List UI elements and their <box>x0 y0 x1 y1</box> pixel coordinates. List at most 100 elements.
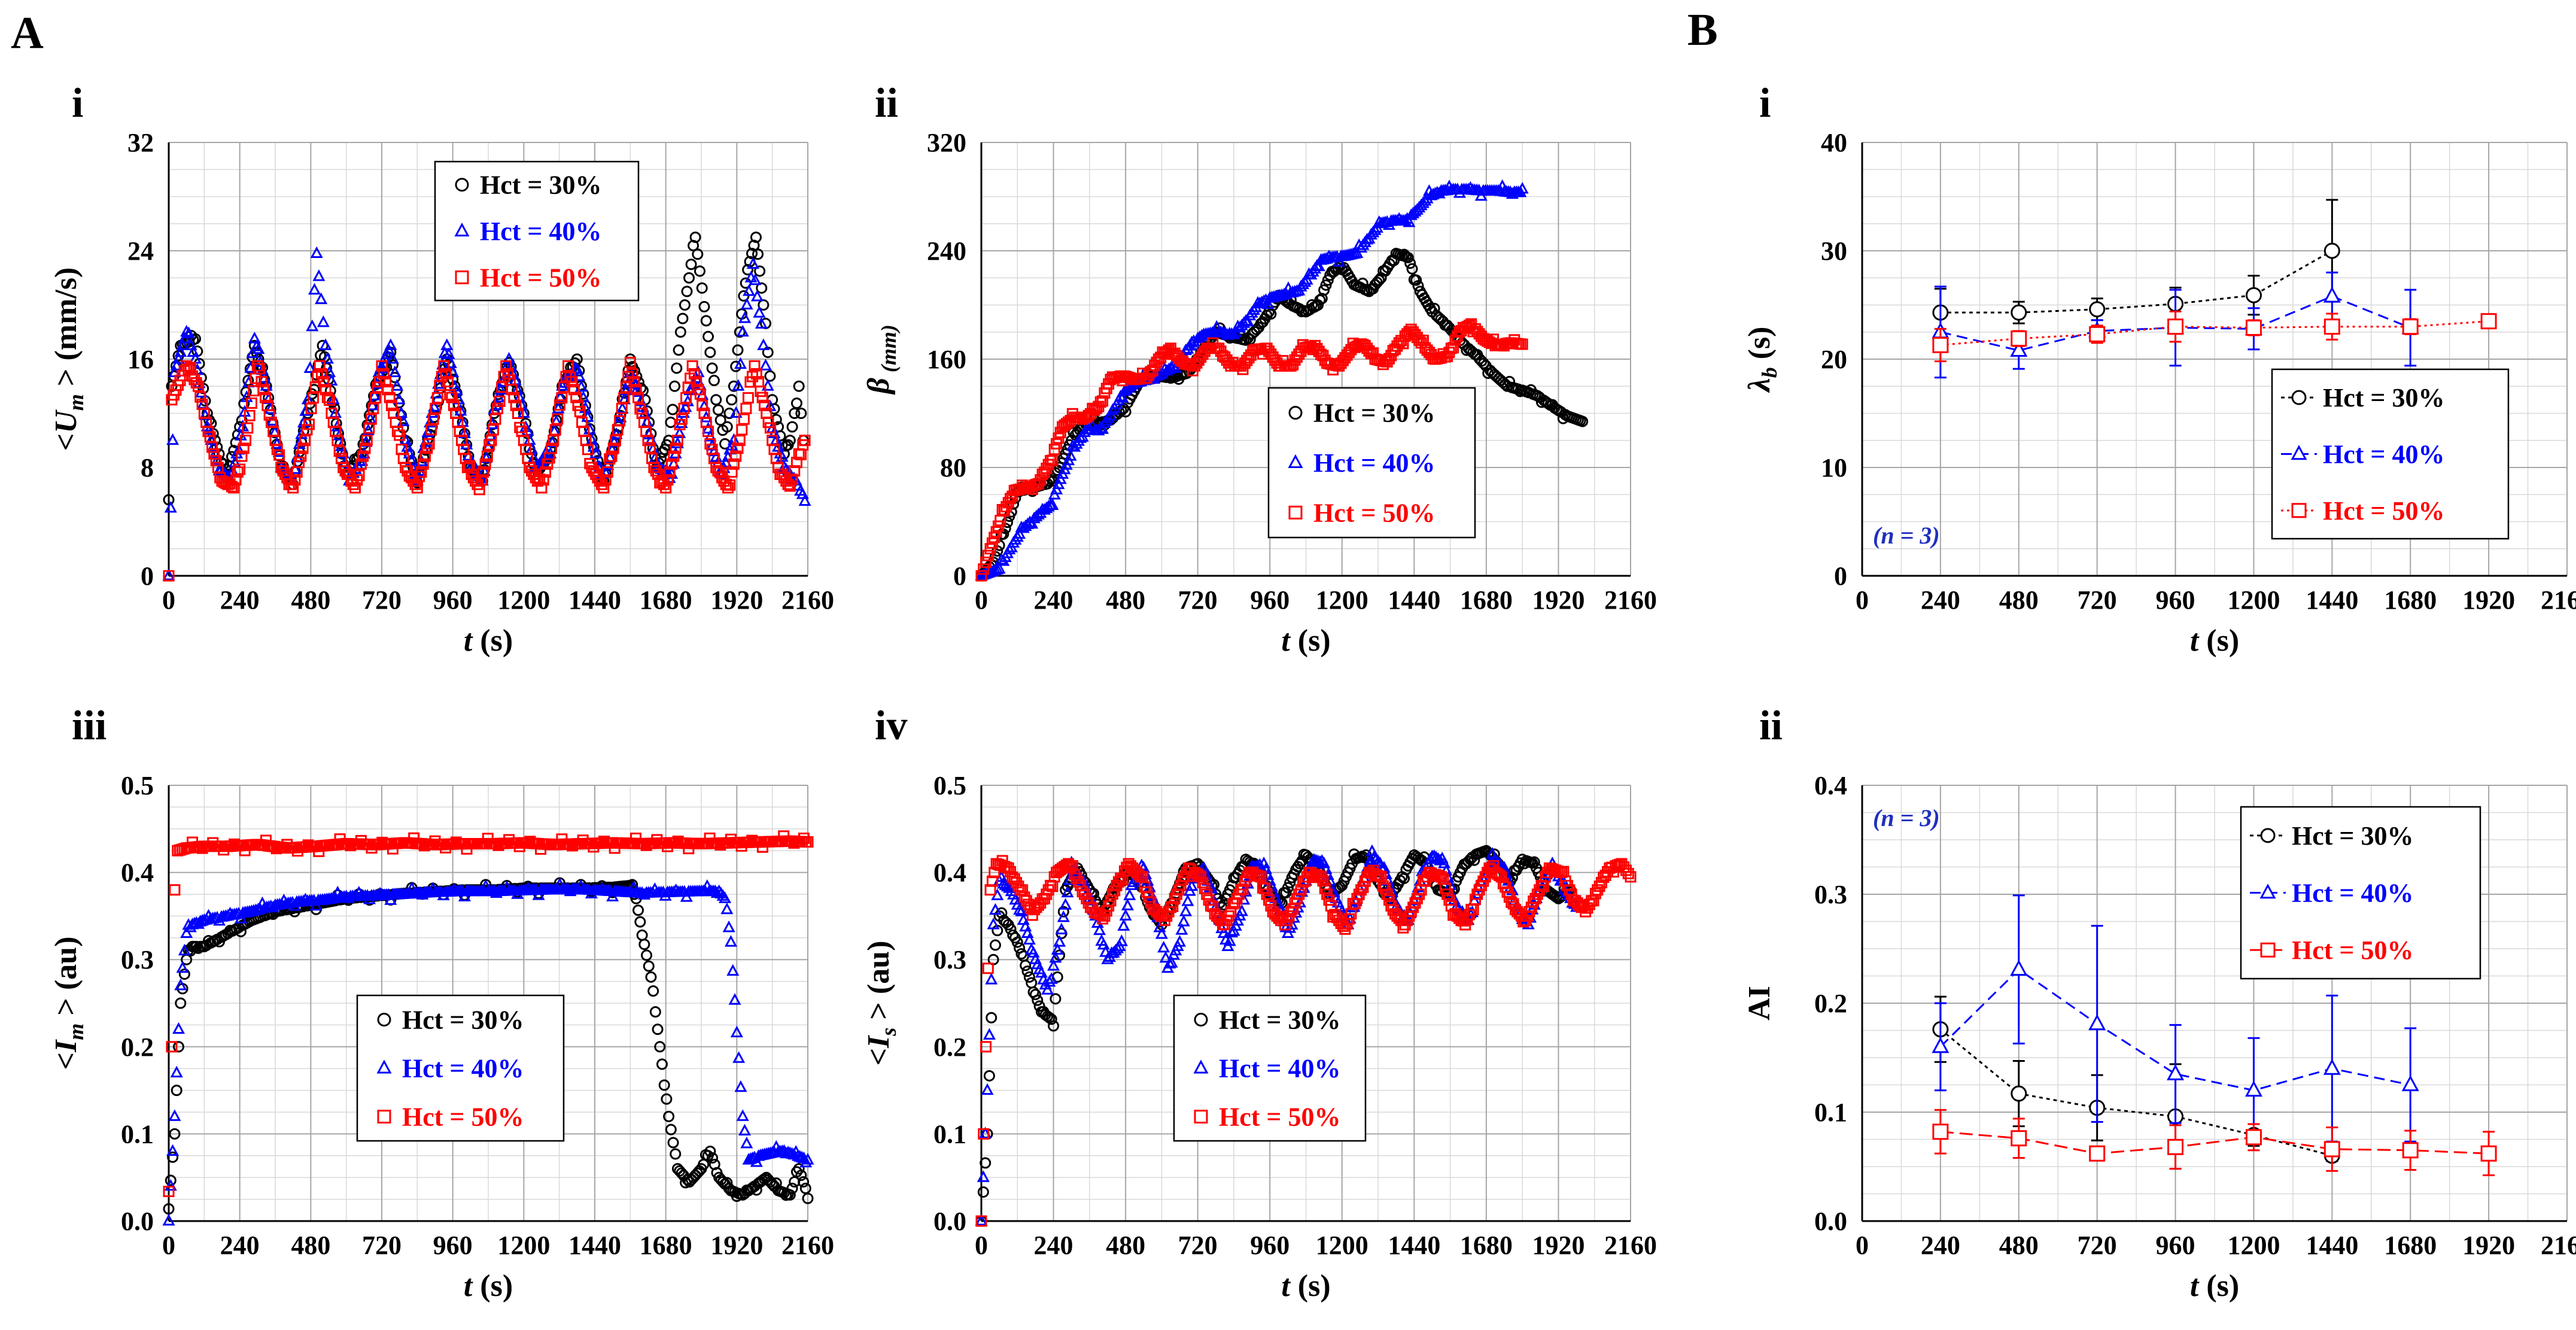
data-point <box>419 450 431 462</box>
x-axis-title: t (s) <box>1281 624 1330 658</box>
data-point <box>641 949 653 961</box>
data-point <box>673 426 686 438</box>
data-point <box>1061 885 1074 898</box>
x-axis-title: t (s) <box>1281 1269 1330 1303</box>
x-tick-label: 720 <box>2078 1231 2117 1260</box>
data-point <box>180 926 193 939</box>
data-point <box>320 384 331 396</box>
data-point <box>552 402 565 414</box>
data-point <box>982 962 994 974</box>
data-point <box>444 389 456 401</box>
legend-label: Hct = 50% <box>1219 1103 1340 1132</box>
data-point <box>786 473 798 485</box>
chart-Bi: 0 240 480 720 960 1200 1440 1680 1920 2160 0 10 20 30… <box>1742 80 2576 658</box>
data-point <box>303 418 315 430</box>
data-point <box>199 408 212 420</box>
data-point <box>480 451 493 463</box>
data-point <box>1116 391 1129 403</box>
data-point <box>1403 215 1416 227</box>
data-point <box>614 415 626 427</box>
data-point <box>1282 882 1294 894</box>
legend-label: Hct = 50% <box>2292 936 2413 965</box>
x-tick-label: 480 <box>291 1231 330 1260</box>
data-point <box>248 332 261 344</box>
y-tick-label: 0.0 <box>1814 1207 1847 1236</box>
y-axis-title: β (mm) <box>862 324 901 395</box>
data-point <box>706 362 718 374</box>
data-point <box>724 935 737 947</box>
legend-label: Hct = 40% <box>402 1054 524 1083</box>
data-point <box>184 362 196 374</box>
data-point <box>738 311 752 323</box>
data-point <box>1165 956 1178 968</box>
data-point <box>494 382 507 395</box>
data-point <box>645 971 657 983</box>
legend-marker <box>455 270 469 284</box>
y-tick-label: 0.3 <box>933 945 966 974</box>
x-tick-label: 1680 <box>2384 1231 2437 1260</box>
data-point <box>1021 965 1033 977</box>
data-point <box>626 368 638 380</box>
data-point <box>2010 959 2028 976</box>
data-point <box>614 411 627 423</box>
data-point <box>1577 415 1589 427</box>
data-point <box>168 1109 181 1121</box>
data-point <box>643 960 655 972</box>
legend-box <box>434 160 640 302</box>
data-point <box>566 376 578 388</box>
data-point <box>1516 181 1529 194</box>
data-point <box>1097 937 1110 950</box>
data-point <box>2245 287 2262 303</box>
sub-label: i <box>72 80 83 126</box>
data-point <box>428 400 441 412</box>
data-point <box>448 399 460 411</box>
data-point <box>634 916 646 928</box>
data-point <box>382 384 394 396</box>
data-point <box>1379 882 1391 894</box>
data-point <box>194 391 206 403</box>
data-point <box>738 1123 752 1136</box>
data-point <box>676 413 688 425</box>
data-point <box>2245 1129 2262 1146</box>
data-point <box>730 360 742 372</box>
data-point <box>734 1080 747 1092</box>
y-tick-label: 16 <box>127 345 154 374</box>
data-point <box>1406 263 1418 275</box>
data-point <box>260 391 272 403</box>
data-point <box>367 402 379 414</box>
data-point <box>698 300 710 312</box>
data-point <box>700 315 712 327</box>
legend-box <box>1267 387 1476 539</box>
data-point <box>628 376 640 388</box>
legend-label: Hct = 30% <box>2292 821 2413 851</box>
x-tick-label: 2160 <box>781 1231 834 1260</box>
data-point <box>736 324 749 337</box>
y-tick-label: 0.0 <box>121 1207 154 1236</box>
data-point <box>430 402 442 414</box>
data-point <box>562 360 574 372</box>
y-tick-label: 0.5 <box>121 771 154 800</box>
data-point <box>1013 527 1026 539</box>
x-tick-label: 1920 <box>1532 1231 1584 1260</box>
data-point <box>749 360 761 372</box>
data-point <box>694 388 706 400</box>
data-point <box>553 399 565 411</box>
legend-label: Hct = 50% <box>1313 498 1435 527</box>
legend-label: Hct = 30% <box>1313 399 1435 428</box>
x-tick-label: 1680 <box>1460 585 1513 615</box>
data-point <box>2323 242 2340 259</box>
data-point <box>1412 280 1424 291</box>
legend-marker <box>2291 503 2307 518</box>
data-point <box>1201 888 1213 900</box>
data-point <box>386 352 399 364</box>
data-point <box>670 442 682 454</box>
data-point <box>184 338 197 350</box>
data-point <box>536 482 548 494</box>
data-point <box>664 466 676 478</box>
legend-label: Hct = 30% <box>402 1006 524 1035</box>
x-tick-label: 480 <box>291 585 330 615</box>
data-point <box>795 1170 807 1182</box>
legend: Hct = 30% Hct = 40% Hct = 50% <box>2240 806 2481 980</box>
data-point <box>980 556 992 568</box>
